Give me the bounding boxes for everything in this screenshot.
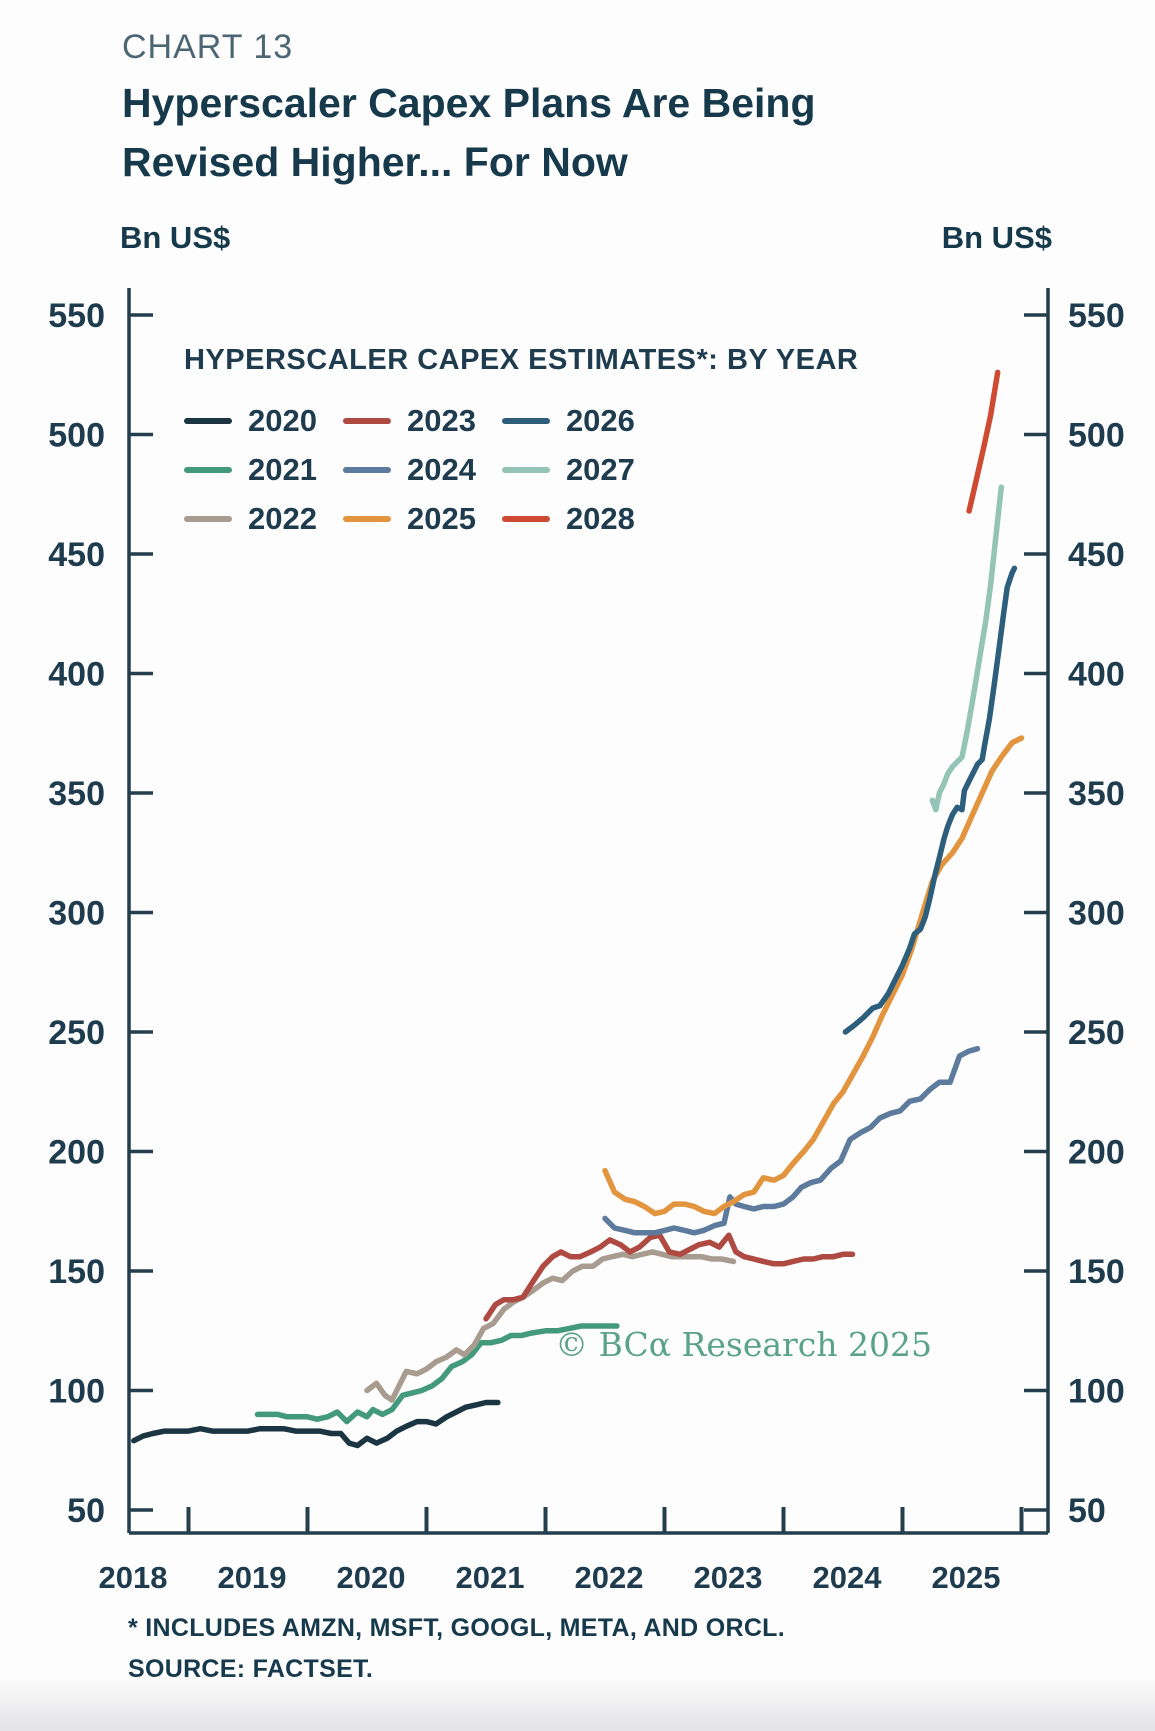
series-line-2022 bbox=[364, 1249, 737, 1403]
y-tick-label-left: 450 bbox=[48, 536, 105, 574]
legend-swatch-2024 bbox=[342, 467, 391, 473]
x-tick-label: 2023 bbox=[694, 1560, 763, 1595]
y-tick-label-right: 200 bbox=[1068, 1134, 1125, 1172]
y-tick-label-left: 150 bbox=[48, 1253, 105, 1291]
series-line-2028 bbox=[966, 369, 1001, 514]
chart-number: CHART 13 bbox=[122, 28, 294, 66]
footnote-source: SOURCE: FACTSET. bbox=[128, 1655, 374, 1683]
y-tick-label-right: 150 bbox=[1068, 1253, 1125, 1291]
legend-label-2025: 2025 bbox=[406, 501, 476, 536]
legend-item-2025: 2025 bbox=[342, 501, 476, 537]
y-tick-label-left: 200 bbox=[48, 1134, 105, 1172]
y-axis-unit-left: Bn US$ bbox=[120, 220, 231, 255]
x-tick-label: 2018 bbox=[99, 1560, 168, 1595]
x-tick-label: 2019 bbox=[218, 1560, 287, 1595]
legend-swatch-2023 bbox=[342, 418, 391, 424]
chart-legend: HYPERSCALER CAPEX ESTIMATES*: BY YEAR 20… bbox=[184, 344, 858, 537]
series-line-2026 bbox=[842, 565, 1018, 1035]
x-tick-label: 2021 bbox=[456, 1560, 525, 1595]
y-axis-unit-right: Bn US$ bbox=[941, 220, 1052, 255]
y-tick-label-right: 300 bbox=[1068, 895, 1125, 933]
y-tick-label-left: 550 bbox=[48, 297, 105, 335]
series-line-2025 bbox=[602, 735, 1025, 1217]
legend-swatch-2028 bbox=[501, 516, 550, 522]
y-tick-label-right: 100 bbox=[1068, 1373, 1125, 1411]
y-tick-label-left: 400 bbox=[48, 656, 105, 694]
y-tick-label-left: 500 bbox=[48, 417, 105, 455]
legend-label-2022: 2022 bbox=[248, 501, 317, 536]
legend-item-2027: 2027 bbox=[501, 452, 635, 488]
chart-title-line2: Revised Higher... For Now bbox=[122, 139, 628, 185]
y-tick-label-right: 450 bbox=[1068, 536, 1125, 574]
legend-swatch-2021 bbox=[184, 467, 232, 473]
legend-item-2026: 2026 bbox=[501, 403, 635, 439]
y-tick-label-left: 250 bbox=[48, 1014, 105, 1052]
y-tick-label-left: 350 bbox=[48, 775, 105, 813]
legend-item-2024: 2024 bbox=[342, 452, 476, 488]
legend-item-2022: 2022 bbox=[184, 501, 317, 537]
legend-label-2026: 2026 bbox=[565, 403, 635, 438]
legend-label-2027: 2027 bbox=[565, 452, 635, 487]
y-tick-label-left: 300 bbox=[48, 895, 105, 933]
y-tick-label-left: 100 bbox=[48, 1373, 105, 1411]
legend-swatch-2022 bbox=[184, 516, 232, 522]
legend-swatch-2025 bbox=[342, 516, 391, 522]
footnote-includes: * INCLUDES AMZN, MSFT, GOOGL, META, AND … bbox=[128, 1614, 785, 1642]
chart-footnote: * INCLUDES AMZN, MSFT, GOOGL, META, AND … bbox=[128, 1608, 785, 1690]
chart-title: Hyperscaler Capex Plans Are Being Revise… bbox=[122, 74, 1022, 192]
series-line-2020 bbox=[131, 1399, 501, 1449]
series-line-2024 bbox=[602, 1045, 981, 1236]
legend-grid: 2020 2023 2026 2021 2024 2027 2022 2025 2028 bbox=[184, 403, 635, 537]
x-tick-label: 2024 bbox=[813, 1560, 883, 1595]
legend-title: HYPERSCALER CAPEX ESTIMATES*: BY YEAR bbox=[184, 344, 859, 376]
y-tick-label-right: 50 bbox=[1068, 1492, 1106, 1530]
legend-item-2020: 2020 bbox=[184, 403, 317, 439]
series-line-2021 bbox=[254, 1323, 620, 1425]
y-tick-label-right: 400 bbox=[1068, 656, 1125, 694]
legend-item-2028: 2028 bbox=[501, 501, 635, 537]
x-tick-label: 2020 bbox=[337, 1560, 406, 1595]
series-line-2023 bbox=[483, 1232, 856, 1322]
y-tick-label-right: 350 bbox=[1068, 775, 1125, 813]
x-tick-label: 2022 bbox=[575, 1560, 644, 1595]
series-line-2027 bbox=[929, 484, 1005, 813]
legend-swatch-2026 bbox=[501, 418, 550, 424]
y-tick-label-right: 500 bbox=[1068, 417, 1125, 455]
y-tick-label-right: 550 bbox=[1068, 297, 1125, 335]
legend-swatch-2027 bbox=[501, 467, 550, 473]
legend-label-2021: 2021 bbox=[248, 452, 317, 487]
legend-label-2028: 2028 bbox=[565, 501, 635, 536]
legend-item-2021: 2021 bbox=[184, 452, 317, 488]
chart-title-line1: Hyperscaler Capex Plans Are Being bbox=[122, 80, 816, 126]
x-tick-label: 2025 bbox=[932, 1560, 1001, 1595]
legend-label-2020: 2020 bbox=[248, 403, 317, 438]
legend-label-2023: 2023 bbox=[406, 403, 476, 438]
watermark: © BCα Research 2025 bbox=[555, 1325, 932, 1364]
legend-swatch-2020 bbox=[184, 418, 232, 424]
y-tick-label-left: 50 bbox=[67, 1492, 105, 1530]
y-tick-label-right: 250 bbox=[1068, 1014, 1125, 1052]
legend-label-2024: 2024 bbox=[406, 452, 476, 487]
legend-item-2023: 2023 bbox=[342, 403, 476, 439]
